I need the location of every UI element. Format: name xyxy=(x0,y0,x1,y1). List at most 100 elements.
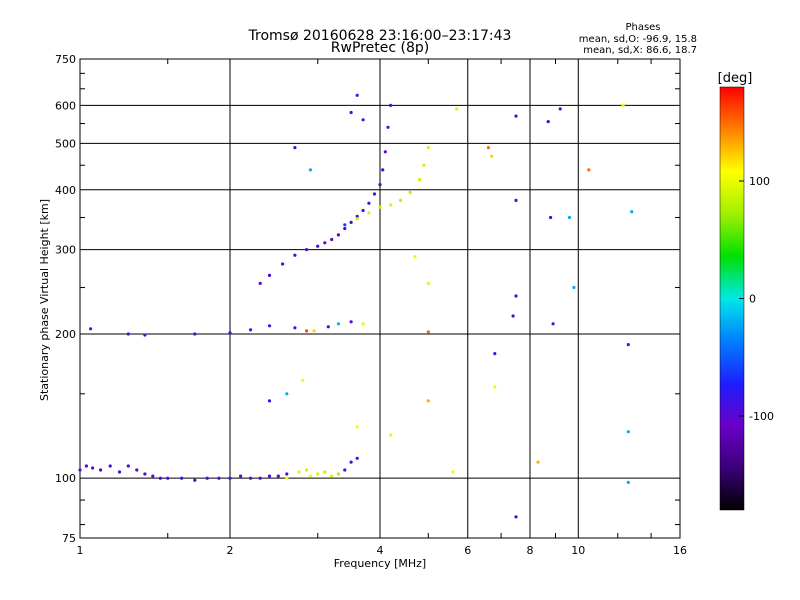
x-tick-label: 8 xyxy=(527,544,534,557)
data-point xyxy=(490,154,494,158)
data-point xyxy=(417,178,422,182)
data-point xyxy=(193,478,197,482)
data-point xyxy=(386,125,390,129)
stats-header: Phases xyxy=(625,22,660,33)
data-point xyxy=(99,468,103,472)
data-point xyxy=(217,476,221,480)
grid-lines xyxy=(80,59,680,538)
y-tick-label: 400 xyxy=(55,184,76,197)
data-point xyxy=(372,192,377,196)
data-point xyxy=(126,332,130,336)
data-point xyxy=(451,470,455,474)
data-point xyxy=(228,331,232,335)
data-point xyxy=(305,329,309,333)
data-point xyxy=(276,474,280,478)
data-point xyxy=(408,190,412,194)
data-point xyxy=(326,325,330,329)
data-point xyxy=(630,210,634,214)
data-point xyxy=(293,253,297,257)
data-point xyxy=(426,281,430,285)
data-point xyxy=(389,103,393,107)
data-point xyxy=(297,470,301,474)
data-point xyxy=(355,214,359,218)
data-point xyxy=(355,425,359,429)
data-point xyxy=(323,470,327,474)
data-point xyxy=(422,163,426,167)
y-tick-label: 750 xyxy=(55,53,76,66)
x-tick-label: 16 xyxy=(673,544,687,557)
x-tick-label: 2 xyxy=(227,544,234,557)
x-axis-label: Frequency [MHz] xyxy=(334,557,426,570)
data-point xyxy=(126,464,130,468)
data-point xyxy=(399,198,403,202)
y-tick-label: 75 xyxy=(62,532,76,545)
data-point xyxy=(426,399,430,403)
data-point xyxy=(151,474,155,478)
data-point xyxy=(514,294,518,298)
data-point xyxy=(267,324,272,328)
data-point xyxy=(349,220,353,224)
data-point xyxy=(378,183,382,187)
colorbar-label: [deg] xyxy=(718,71,753,86)
data-point xyxy=(267,273,272,277)
data-point xyxy=(355,456,359,460)
data-point xyxy=(205,476,209,480)
data-point xyxy=(258,281,262,285)
data-point xyxy=(89,327,93,331)
data-point xyxy=(361,118,365,122)
data-point xyxy=(355,217,359,221)
data-point xyxy=(343,223,347,227)
data-point xyxy=(567,215,572,220)
x-tick-label: 4 xyxy=(377,544,384,557)
data-point xyxy=(378,205,382,209)
minor-ticks xyxy=(80,59,680,538)
data-point xyxy=(413,255,417,259)
data-point xyxy=(285,472,289,476)
data-point xyxy=(158,476,162,480)
colorbar: [deg] 100 0 -100 xyxy=(718,71,774,511)
data-point xyxy=(193,332,197,336)
data-point xyxy=(511,314,515,318)
data-point xyxy=(143,333,147,337)
data-point xyxy=(285,392,289,396)
data-point xyxy=(108,464,112,468)
data-point xyxy=(361,208,365,213)
data-point xyxy=(143,472,147,476)
data-point xyxy=(621,103,625,107)
data-point xyxy=(135,468,139,472)
data-point xyxy=(389,203,393,207)
data-point xyxy=(316,244,320,248)
x-tick-label: 6 xyxy=(464,544,471,557)
data-point xyxy=(349,460,353,464)
data-point xyxy=(166,476,170,480)
data-point xyxy=(281,262,285,266)
data-point xyxy=(549,215,553,220)
chart-title-line1: Tromsø 20160628 23:16:00–23:17:43 xyxy=(248,28,512,44)
colorbar-tick-label: 100 xyxy=(749,175,770,188)
data-point xyxy=(536,460,540,464)
data-point xyxy=(239,474,243,478)
data-point xyxy=(305,248,309,252)
data-point xyxy=(78,468,82,472)
data-point xyxy=(305,468,309,472)
data-point xyxy=(383,150,387,154)
data-point xyxy=(343,226,347,231)
data-point xyxy=(316,472,320,476)
data-point xyxy=(180,476,184,480)
data-point xyxy=(455,107,459,111)
data-point xyxy=(493,352,497,356)
data-point xyxy=(312,329,316,333)
x-tick-label: 10 xyxy=(571,544,585,557)
data-point xyxy=(367,201,371,205)
data-point xyxy=(626,343,630,347)
y-tick-label: 300 xyxy=(55,244,76,257)
y-tick-label: 200 xyxy=(55,328,76,341)
data-point xyxy=(486,146,490,150)
x-tick-label: 1 xyxy=(77,544,84,557)
data-point xyxy=(493,385,497,389)
data-point xyxy=(330,474,334,478)
y-tick-label: 500 xyxy=(55,137,76,150)
data-point xyxy=(336,322,340,326)
x-tick-labels: 1 2 4 6 8 10 16 xyxy=(77,544,688,557)
chart-title-line2: RwPretec (8p) xyxy=(331,40,429,56)
